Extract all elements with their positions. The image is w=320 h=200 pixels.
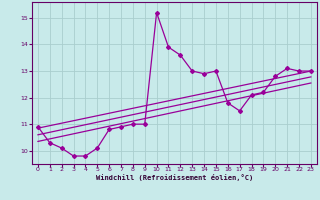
X-axis label: Windchill (Refroidissement éolien,°C): Windchill (Refroidissement éolien,°C) [96,174,253,181]
